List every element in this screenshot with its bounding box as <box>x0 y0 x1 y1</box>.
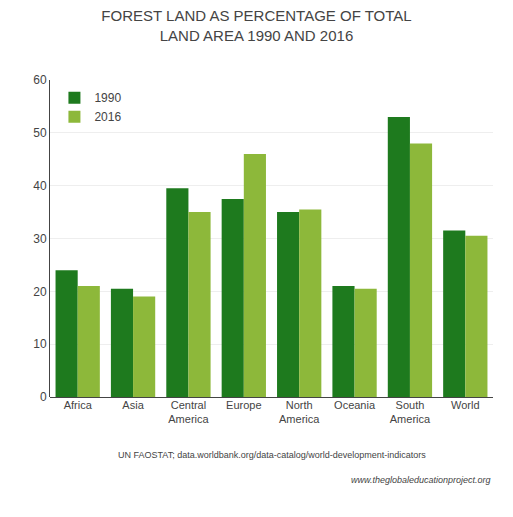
svg-text:0: 0 <box>40 390 47 404</box>
svg-text:40: 40 <box>33 179 47 193</box>
svg-text:UN FAOSTAT; data.worldbank.org: UN FAOSTAT; data.worldbank.org/data-cata… <box>118 450 426 460</box>
svg-text:www.theglobaleducationproject.: www.theglobaleducationproject.org <box>351 475 491 485</box>
svg-text:Asia: Asia <box>122 399 144 411</box>
svg-text:NorthAmerica: NorthAmerica <box>279 399 320 425</box>
svg-text:Europe: Europe <box>226 399 261 411</box>
svg-text:2016: 2016 <box>94 110 121 124</box>
svg-text:Africa: Africa <box>64 399 93 411</box>
svg-text:1990: 1990 <box>94 91 121 105</box>
svg-text:SouthAmerica: SouthAmerica <box>390 399 431 425</box>
svg-text:World: World <box>451 399 480 411</box>
svg-text:20: 20 <box>33 285 47 299</box>
svg-text:CentralAmerica: CentralAmerica <box>168 399 209 425</box>
svg-text:30: 30 <box>33 232 47 246</box>
svg-text:10: 10 <box>33 337 47 351</box>
svg-text:60: 60 <box>33 73 47 87</box>
svg-text:50: 50 <box>33 126 47 140</box>
svg-text:FOREST LAND AS PERCENTAGE OF T: FOREST LAND AS PERCENTAGE OF TOTALLAND A… <box>101 7 411 44</box>
svg-text:Oceania: Oceania <box>334 399 376 411</box>
